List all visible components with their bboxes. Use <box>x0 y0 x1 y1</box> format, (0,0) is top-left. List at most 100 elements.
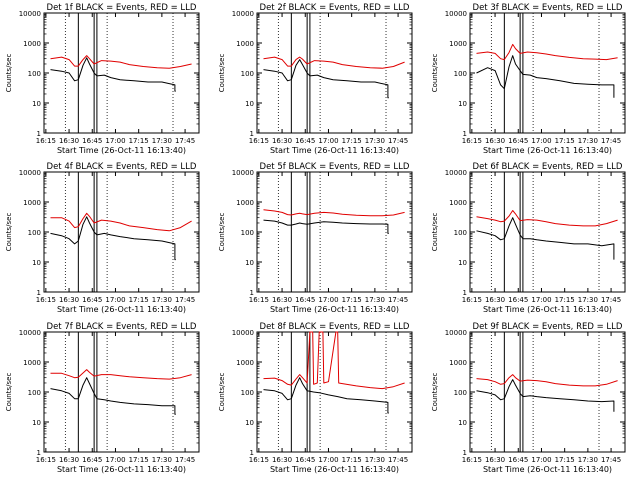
y-tick-label: 1000 <box>236 359 254 367</box>
y-axis-label: Counts/sec <box>431 213 439 252</box>
x-tick-label: 17:30 <box>365 137 385 145</box>
x-tick-label: 16:15 <box>462 456 482 464</box>
y-tick-label: 10000 <box>232 169 254 177</box>
x-tick-label: 16:45 <box>508 296 528 304</box>
x-tick-label: 16:15 <box>36 456 56 464</box>
x-tick-label: 16:30 <box>485 137 505 145</box>
panel-8: Det 8f BLACK = Events, RED = LLD Counts/s… <box>218 322 413 474</box>
lld-series-line <box>263 209 405 217</box>
x-tick-label: 17:30 <box>578 137 598 145</box>
y-tick-label: 1000 <box>236 199 254 207</box>
x-tick-label: 17:15 <box>342 296 362 304</box>
lld-series-line <box>50 55 192 69</box>
plot-frame <box>469 12 626 134</box>
x-axis-label: Start Time (26-Oct-11 16:13:40) <box>57 305 186 314</box>
x-axis-label: Start Time (26-Oct-11 16:13:40) <box>483 146 612 155</box>
y-tick-label: 10000 <box>445 169 467 177</box>
x-tick-label: 16:45 <box>82 456 102 464</box>
x-tick-label: 17:00 <box>531 137 551 145</box>
x-tick-label: 17:00 <box>531 296 551 304</box>
y-tick-label: 100 <box>454 70 467 78</box>
panel-9: Det 9f BLACK = Events, RED = LLD Counts/s… <box>431 322 626 474</box>
x-tick-label: 16:45 <box>295 456 315 464</box>
y-tick-label: 100 <box>28 70 41 78</box>
lld-series-line <box>476 374 618 387</box>
x-tick-label: 17:00 <box>105 296 125 304</box>
x-tick-label: 16:45 <box>295 296 315 304</box>
y-tick-label: 1000 <box>23 359 41 367</box>
x-tick-label: 16:15 <box>462 296 482 304</box>
y-tick-label: 10000 <box>445 329 467 337</box>
x-axis-label: Start Time (26-Oct-11 16:13:40) <box>270 146 399 155</box>
panel-title: Det 9f BLACK = Events, RED = LLD <box>473 322 623 332</box>
x-tick-label: 17:00 <box>531 456 551 464</box>
x-tick-label: 17:45 <box>175 456 195 464</box>
panel-title: Det 5f BLACK = Events, RED = LLD <box>260 162 410 172</box>
x-axis-label: Start Time (26-Oct-11 16:13:40) <box>483 305 612 314</box>
x-tick-label: 17:45 <box>388 137 408 145</box>
x-tick-label: 16:30 <box>485 456 505 464</box>
y-tick-label: 10 <box>32 100 41 108</box>
x-tick-label: 16:30 <box>59 137 79 145</box>
panel-title: Det 8f BLACK = Events, RED = LLD <box>260 322 410 332</box>
y-tick-label: 100 <box>28 389 41 397</box>
lld-series-line <box>263 56 405 69</box>
y-tick-label: 1000 <box>23 199 41 207</box>
x-tick-label: 16:45 <box>508 456 528 464</box>
x-tick-label: 17:00 <box>105 137 125 145</box>
events-series-line <box>263 59 389 99</box>
y-tick-label: 1 <box>250 130 254 138</box>
panel-4: Det 4f BLACK = Events, RED = LLD Counts/s… <box>5 162 200 314</box>
plot-frame <box>43 171 200 293</box>
x-tick-label: 17:45 <box>601 456 621 464</box>
y-axis-label: Counts/sec <box>431 54 439 93</box>
y-tick-label: 100 <box>241 389 254 397</box>
x-tick-label: 16:45 <box>295 137 315 145</box>
x-tick-label: 17:45 <box>175 296 195 304</box>
y-tick-label: 100 <box>454 229 467 237</box>
x-tick-label: 17:30 <box>578 296 598 304</box>
y-tick-label: 10 <box>458 100 467 108</box>
y-tick-label: 10 <box>245 259 254 267</box>
x-tick-label: 17:30 <box>152 137 172 145</box>
x-tick-label: 16:15 <box>36 296 56 304</box>
y-tick-label: 1000 <box>449 359 467 367</box>
x-tick-label: 16:45 <box>82 296 102 304</box>
panel-1: Det 1f BLACK = Events, RED = LLD Counts/s… <box>5 3 200 155</box>
lld-series-line <box>476 210 618 227</box>
events-series-line <box>50 377 176 415</box>
y-tick-label: 1000 <box>23 40 41 48</box>
y-tick-label: 10000 <box>232 10 254 18</box>
panel-title: Det 1f BLACK = Events, RED = LLD <box>47 3 197 13</box>
plot-frame <box>256 331 413 453</box>
events-series-line <box>50 57 176 92</box>
panel-5: Det 5f BLACK = Events, RED = LLD Counts/s… <box>218 162 413 314</box>
x-tick-label: 16:30 <box>272 137 292 145</box>
panel-2: Det 2f BLACK = Events, RED = LLD Counts/s… <box>218 3 413 155</box>
panel-6: Det 6f BLACK = Events, RED = LLD Counts/s… <box>431 162 626 314</box>
y-tick-label: 10 <box>245 419 254 427</box>
events-series-line <box>476 379 615 412</box>
y-axis-label: Counts/sec <box>218 373 226 412</box>
y-tick-label: 1 <box>463 449 467 457</box>
y-tick-label: 1 <box>250 449 254 457</box>
lld-series-line <box>50 369 192 380</box>
panel-title: Det 7f BLACK = Events, RED = LLD <box>47 322 197 332</box>
x-tick-label: 17:45 <box>601 137 621 145</box>
y-tick-label: 1 <box>463 130 467 138</box>
y-axis-label: Counts/sec <box>218 213 226 252</box>
y-axis-label: Counts/sec <box>5 213 13 252</box>
plot-frame <box>469 171 626 293</box>
y-tick-label: 100 <box>241 70 254 78</box>
y-tick-label: 1 <box>463 289 467 297</box>
x-tick-label: 17:15 <box>555 137 575 145</box>
y-tick-label: 10 <box>458 259 467 267</box>
panel-title: Det 2f BLACK = Events, RED = LLD <box>260 3 410 13</box>
x-tick-label: 16:15 <box>36 137 56 145</box>
plot-frame <box>469 331 626 453</box>
x-tick-label: 17:45 <box>601 296 621 304</box>
events-series-line <box>263 219 389 234</box>
y-tick-label: 10000 <box>19 10 41 18</box>
x-tick-label: 17:45 <box>175 137 195 145</box>
